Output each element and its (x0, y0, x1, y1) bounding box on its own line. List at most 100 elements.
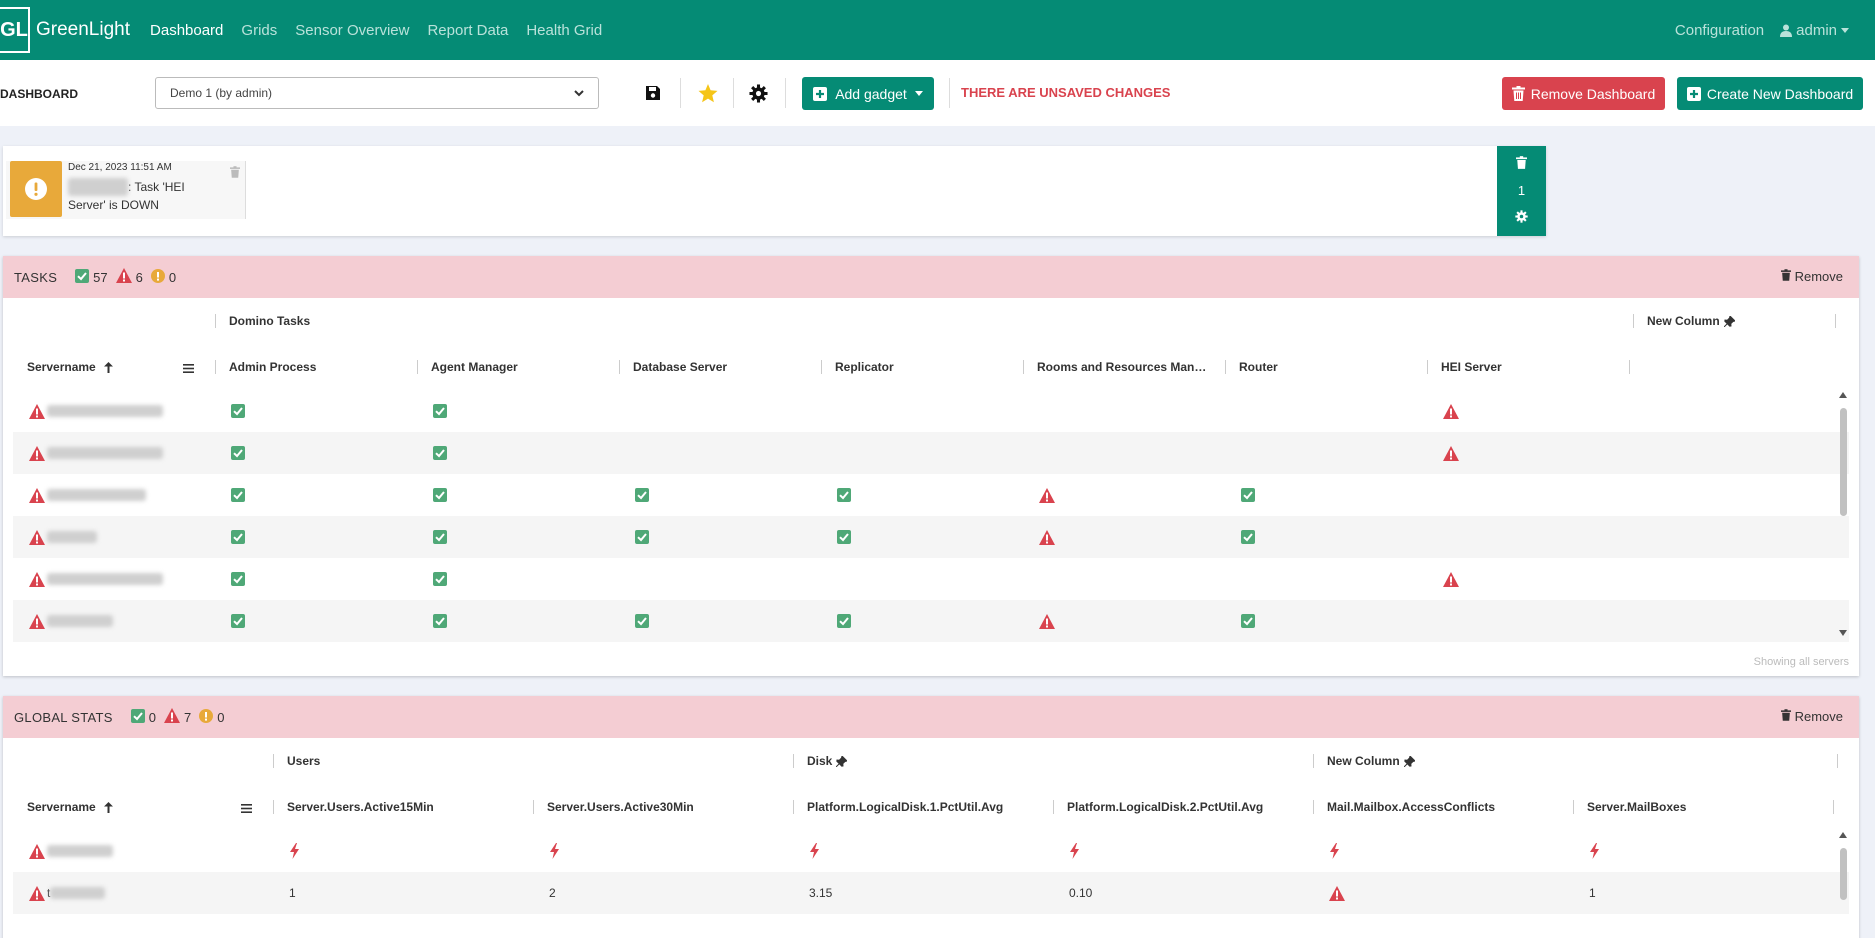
group-new-column[interactable]: New Column (1313, 738, 1837, 784)
warning-triangle-icon[interactable] (1039, 474, 1225, 516)
nav-configuration[interactable]: Configuration (1674, 21, 1765, 39)
brand-logo[interactable]: GL (0, 7, 30, 53)
check-square-icon[interactable] (433, 390, 619, 432)
check-square-icon[interactable] (433, 600, 619, 642)
column-header-cell[interactable]: Agent Manager (417, 344, 619, 390)
global-stats-remove-button[interactable]: Remove (1780, 709, 1843, 724)
servername-cell[interactable]: xxxxxxxxxxxxxxxxxxxxx (29, 558, 215, 600)
alert-clear-all-button[interactable] (1516, 155, 1527, 172)
table-row[interactable]: xxxxxxxxxxxx (13, 830, 1849, 872)
warning-triangle-icon[interactable] (1039, 516, 1225, 558)
check-square-icon[interactable] (433, 474, 619, 516)
column-header-cell[interactable]: Router (1225, 344, 1427, 390)
global-stats-scrollbar[interactable] (1837, 830, 1849, 900)
table-row[interactable]: xxxxxxxxxxxx (13, 600, 1849, 642)
column-servername[interactable]: Servername (13, 784, 273, 830)
brand-name[interactable]: GreenLight (36, 19, 131, 40)
check-square-icon[interactable] (635, 474, 821, 516)
tasks-remove-button[interactable]: Remove (1780, 269, 1843, 284)
nav-sensor-overview[interactable]: Sensor Overview (295, 21, 410, 39)
servername-cell[interactable]: xxxxxxxxxxxx (29, 600, 215, 642)
column-header-cell[interactable]: Server.MailBoxes (1573, 784, 1833, 830)
create-dashboard-button[interactable]: Create New Dashboard (1677, 77, 1863, 110)
value-cell[interactable]: 1 (1589, 886, 1596, 900)
check-square-icon[interactable] (433, 432, 619, 474)
warning-triangle-icon[interactable] (1039, 600, 1225, 642)
bolt-icon[interactable] (1329, 830, 1573, 872)
check-square-icon[interactable] (635, 516, 821, 558)
group-new-column[interactable]: New Column (1633, 298, 1835, 344)
table-row[interactable]: txxxxxxxxxx 1 2 3.15 0.10 1 (13, 872, 1849, 914)
check-square-icon[interactable] (231, 600, 417, 642)
dashboard-select[interactable]: Demo 1 (by admin) (155, 77, 599, 109)
favorite-button[interactable] (696, 81, 720, 105)
scroll-down-icon[interactable] (1839, 630, 1847, 636)
user-menu[interactable]: admin (1780, 22, 1849, 39)
check-square-icon[interactable] (433, 558, 619, 600)
column-header-cell[interactable]: Replicator (821, 344, 1023, 390)
check-square-icon[interactable] (231, 558, 417, 600)
column-header-cell[interactable]: Mail.Mailbox.AccessConflicts (1313, 784, 1573, 830)
check-square-icon[interactable] (433, 516, 619, 558)
scroll-thumb[interactable] (1840, 408, 1847, 516)
group-disk[interactable]: Disk (793, 738, 1313, 784)
scroll-up-icon[interactable] (1839, 392, 1847, 398)
check-square-icon[interactable] (837, 600, 1023, 642)
warning-triangle-icon[interactable] (1443, 432, 1629, 474)
check-square-icon[interactable] (231, 474, 417, 516)
table-row[interactable]: xxxxxxxxxxxxxxxxxxxxx (13, 432, 1849, 474)
remove-dashboard-button[interactable]: Remove Dashboard (1502, 77, 1665, 110)
alert-delete-button[interactable] (230, 165, 240, 183)
column-header-cell[interactable]: Platform.LogicalDisk.2.PctUtil.Avg (1053, 784, 1313, 830)
value-cell[interactable]: 2 (549, 886, 556, 900)
save-button[interactable] (641, 81, 665, 105)
check-square-icon[interactable] (231, 390, 417, 432)
scroll-thumb[interactable] (1840, 848, 1847, 900)
bolt-icon[interactable] (1069, 830, 1313, 872)
value-cell[interactable]: 1 (289, 886, 296, 900)
nav-health-grid[interactable]: Health Grid (526, 21, 603, 39)
check-square-icon[interactable] (1241, 474, 1427, 516)
check-square-icon[interactable] (1241, 600, 1427, 642)
check-square-icon[interactable] (231, 516, 417, 558)
column-header-cell[interactable]: HEI Server (1427, 344, 1629, 390)
servername-cell[interactable]: xxxxxxxxxxxxxxxxxxxxx (29, 432, 215, 474)
value-cell[interactable]: 0.10 (1069, 886, 1093, 900)
nav-grids[interactable]: Grids (241, 21, 278, 39)
check-square-icon[interactable] (837, 474, 1023, 516)
column-menu-icon[interactable] (241, 802, 252, 816)
bolt-icon[interactable] (549, 830, 793, 872)
column-header-cell[interactable]: Database Server (619, 344, 821, 390)
pin-icon[interactable] (1723, 315, 1735, 327)
servername-cell[interactable]: xxxxxxxxxxxx (29, 830, 273, 872)
check-square-icon[interactable] (1241, 516, 1427, 558)
scroll-up-icon[interactable] (1839, 832, 1847, 838)
column-header-cell[interactable]: Admin Process (215, 344, 417, 390)
warning-triangle-icon[interactable] (1443, 558, 1629, 600)
servername-cell[interactable]: txxxxxxxxxx (29, 872, 273, 914)
pin-icon[interactable] (836, 755, 848, 767)
servername-cell[interactable]: xxxxxxxxx (29, 516, 215, 558)
table-row[interactable]: xxxxxxxxxxxxxxxxxx (13, 474, 1849, 516)
check-square-icon[interactable] (231, 432, 417, 474)
table-row[interactable]: xxxxxxxxxxxxxxxxxxxxx (13, 558, 1849, 600)
warning-triangle-icon[interactable] (1443, 390, 1629, 432)
settings-button[interactable] (746, 81, 770, 105)
servername-cell[interactable]: xxxxxxxxxxxxxxxxxxxxx (29, 390, 215, 432)
bolt-icon[interactable] (809, 830, 1053, 872)
add-gadget-button[interactable]: Add gadget (802, 77, 934, 110)
bolt-icon[interactable] (289, 830, 533, 872)
check-square-icon[interactable] (837, 516, 1023, 558)
bolt-icon[interactable] (1589, 830, 1833, 872)
alert-card[interactable]: Dec 21, 2023 11:51 AM xxxxxxxxxx: Task '… (6, 161, 246, 219)
servername-cell[interactable]: xxxxxxxxxxxxxxxxxx (29, 474, 215, 516)
column-header-cell[interactable]: Platform.LogicalDisk.1.PctUtil.Avg (793, 784, 1053, 830)
column-servername[interactable]: Servername (13, 344, 215, 390)
column-header-cell[interactable]: Server.Users.Active30Min (533, 784, 793, 830)
column-menu-icon[interactable] (183, 362, 194, 376)
nav-report-data[interactable]: Report Data (427, 21, 509, 39)
column-header-cell[interactable]: Server.Users.Active15Min (273, 784, 533, 830)
value-cell[interactable]: 3.15 (809, 886, 833, 900)
table-row[interactable]: xxxxxxxxxxxxxxxxxxxxx (13, 390, 1849, 432)
alert-settings-button[interactable] (1515, 210, 1528, 226)
